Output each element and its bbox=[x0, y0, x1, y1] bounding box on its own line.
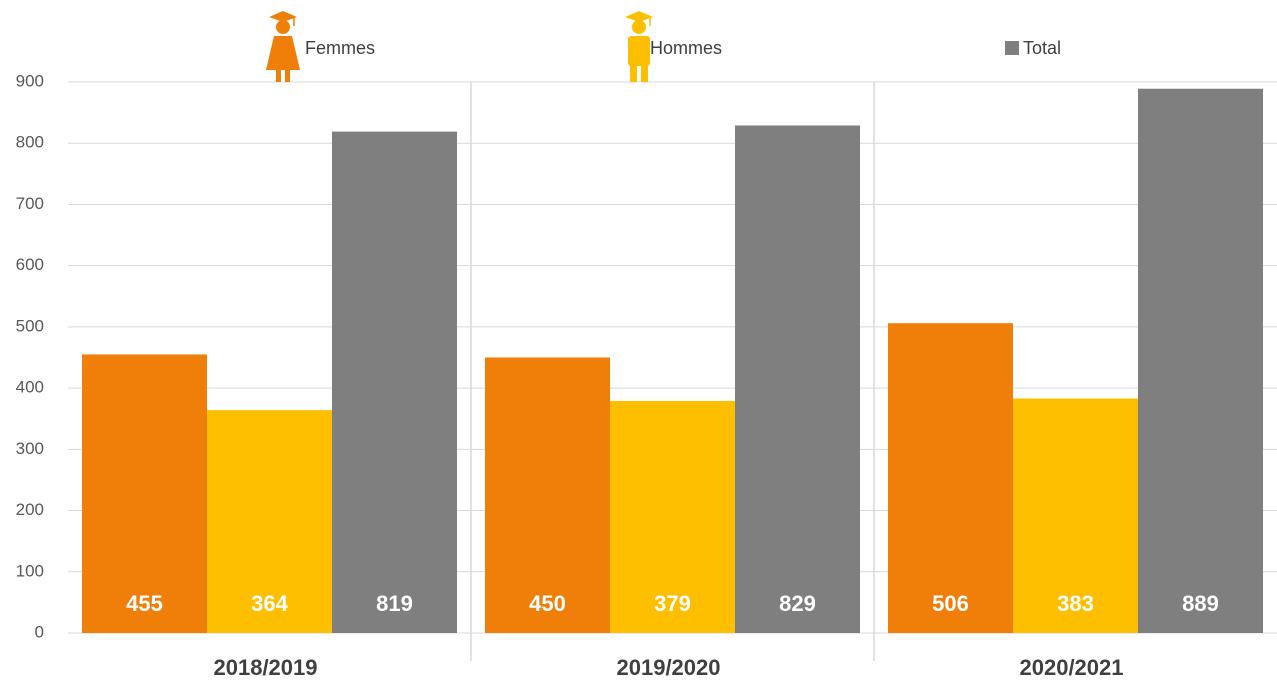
total-swatch bbox=[1005, 41, 1019, 55]
value-label: 379 bbox=[654, 591, 691, 616]
bar bbox=[332, 131, 457, 633]
y-tick-label: 600 bbox=[16, 255, 44, 274]
bar bbox=[1013, 398, 1138, 633]
value-label: 455 bbox=[126, 591, 163, 616]
y-tick-label: 500 bbox=[16, 316, 44, 335]
value-label: 819 bbox=[376, 591, 413, 616]
x-tick-label: 2018/2019 bbox=[214, 655, 318, 680]
legend-label: Hommes bbox=[650, 38, 722, 58]
bar bbox=[735, 125, 860, 634]
legend-label: Femmes bbox=[305, 38, 375, 58]
x-tick-label: 2020/2021 bbox=[1020, 655, 1124, 680]
value-label: 383 bbox=[1057, 591, 1094, 616]
value-label: 506 bbox=[932, 591, 969, 616]
value-label: 450 bbox=[529, 591, 566, 616]
y-tick-label: 900 bbox=[16, 71, 44, 90]
bar bbox=[888, 323, 1013, 633]
y-tick-label: 200 bbox=[16, 500, 44, 519]
bar bbox=[1138, 88, 1263, 634]
y-tick-label: 800 bbox=[16, 133, 44, 152]
legend: Femmes Hommes Total bbox=[266, 11, 1061, 82]
y-tick-label: 100 bbox=[16, 561, 44, 580]
femme-icon bbox=[266, 11, 300, 82]
y-tick-label: 700 bbox=[16, 194, 44, 213]
y-tick-label: 400 bbox=[16, 378, 44, 397]
y-tick-label: 300 bbox=[16, 439, 44, 458]
grid: 0 100 200 300 400 500 600 700 800 900 bbox=[16, 71, 1277, 661]
bar bbox=[82, 354, 207, 633]
y-tick-label: 0 bbox=[35, 622, 44, 641]
value-label: 829 bbox=[779, 591, 816, 616]
bar bbox=[610, 400, 735, 633]
x-tick-label: 2019/2020 bbox=[617, 655, 721, 680]
legend-label: Total bbox=[1023, 38, 1061, 58]
bar bbox=[485, 357, 610, 633]
value-label: 889 bbox=[1182, 591, 1219, 616]
bar bbox=[207, 410, 332, 633]
value-label: 364 bbox=[251, 591, 288, 616]
homme-icon bbox=[625, 11, 653, 82]
bars: 2018/2019 2019/2020 2020/2021 455 450 506 364 3… bbox=[82, 88, 1263, 680]
